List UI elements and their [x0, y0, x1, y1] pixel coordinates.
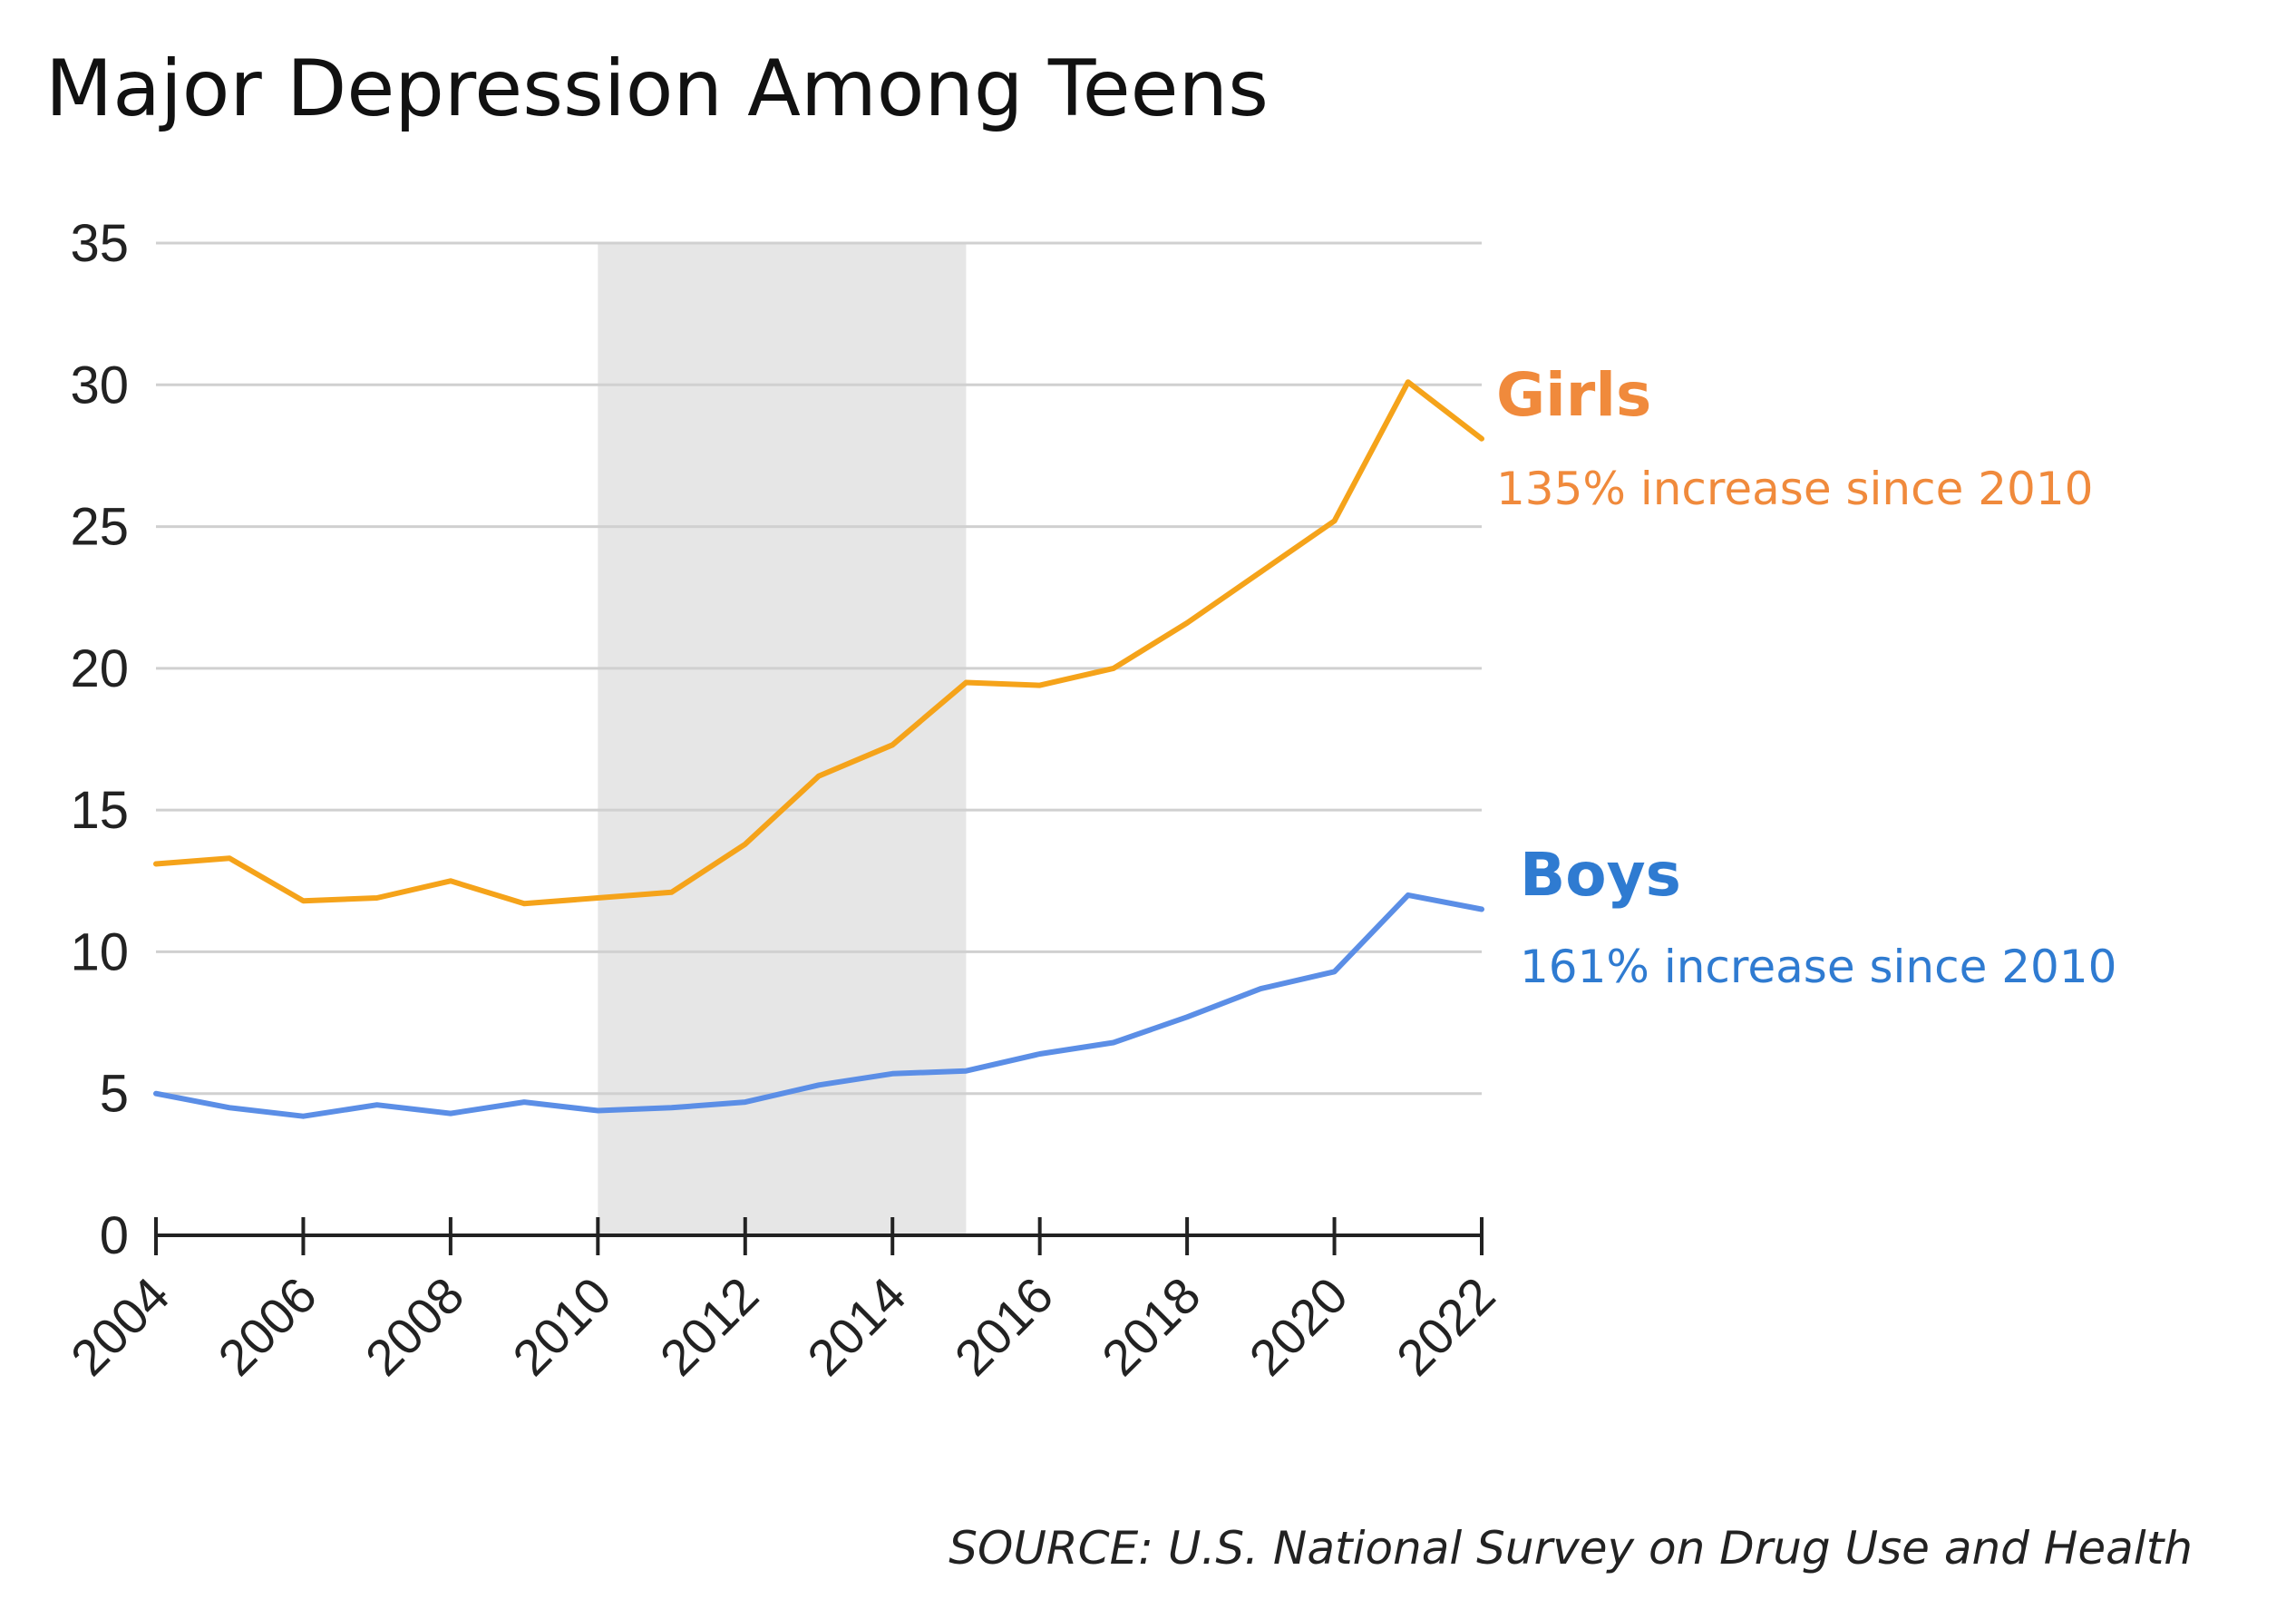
- series-label-boys: Boys: [1520, 840, 1681, 910]
- series-line-boys: [153, 892, 1484, 1119]
- series-line-girls: [153, 379, 1484, 907]
- x-tick-label-2020: 2020: [1238, 1266, 1358, 1387]
- x-tick-label-2018: 2018: [1091, 1266, 1211, 1387]
- shaded-region: [598, 243, 967, 1235]
- y-tick-label-25: 25: [70, 498, 129, 557]
- y-tick-label-20: 20: [70, 639, 129, 698]
- x-tick-label-2006: 2006: [207, 1266, 327, 1387]
- gridlines-layer: [156, 241, 1482, 1096]
- y-tick-label-5: 5: [100, 1065, 129, 1124]
- y-tick-label-0: 0: [100, 1206, 129, 1265]
- y-tick-label-35: 35: [70, 214, 129, 273]
- series-label-girls: Girls: [1496, 360, 1651, 430]
- source-note: SOURCE: U.S. National Survey on Drug Use…: [949, 1522, 2193, 1575]
- y-tick-label-30: 30: [70, 356, 129, 414]
- x-tick-label-2004: 2004: [60, 1266, 180, 1387]
- x-tick-label-2008: 2008: [355, 1266, 475, 1387]
- chart-title: Major Depression Among Teens: [45, 44, 1269, 134]
- x-tick-label-2010: 2010: [501, 1266, 622, 1387]
- x-tick-label-2022: 2022: [1386, 1266, 1506, 1387]
- x-tick-label-2014: 2014: [796, 1266, 917, 1387]
- shaded-region-layer: [598, 243, 967, 1235]
- y-tick-label-15: 15: [70, 781, 129, 840]
- y-tick-label-10: 10: [70, 922, 129, 981]
- series-annotation-girls: 135% increase since 2010: [1496, 463, 2094, 515]
- series-annotation-boys: 161% increase since 2010: [1520, 941, 2117, 993]
- x-tick-label-2012: 2012: [649, 1266, 770, 1387]
- series-layer: [153, 379, 1484, 1119]
- x-tick-label-2016: 2016: [944, 1266, 1065, 1387]
